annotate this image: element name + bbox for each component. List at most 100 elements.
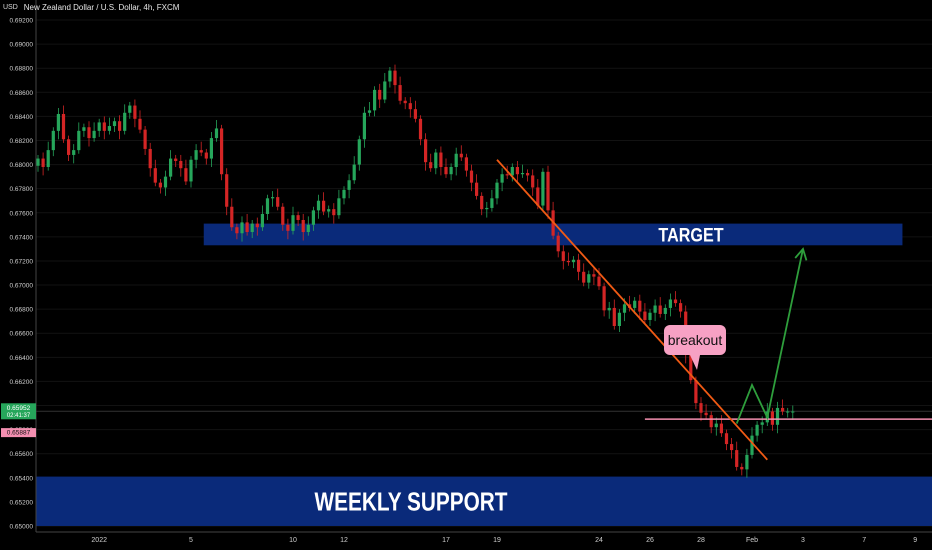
candle-body [663,307,667,314]
candle-body [434,152,438,169]
candle-body [82,127,86,131]
candle-body [398,85,402,101]
candle-body [36,158,40,166]
candle-body [745,454,749,470]
candle-body [444,166,448,175]
candle-body [322,200,326,212]
symbol-title[interactable]: New Zealand Dollar / U.S. Dollar, 4h, FX… [23,3,180,12]
price-tick-label: 0.66400 [10,355,34,362]
time-axis[interactable]: 2022510121719242628Feb37914 [36,531,932,544]
time-tick-label: 10 [289,537,297,544]
candle-body [138,118,142,130]
candle-body [67,139,71,155]
candle-body [495,182,499,199]
candle-body [148,148,152,169]
time-tick-label: 24 [595,537,603,544]
candle-body [265,198,270,214]
time-tick-label: Feb [746,537,758,544]
weekly-support-label: WEEKLY SUPPORT [315,487,508,516]
candle-body [704,412,708,416]
candle-body [158,182,162,188]
candle-body [388,70,392,82]
candle-body [352,164,356,181]
candle-body [184,168,188,182]
candle-body [112,121,117,127]
candle-body [791,411,795,413]
candle-body [271,197,275,199]
candle-body [204,152,208,159]
candle-body [118,121,122,131]
candle-body [607,307,611,311]
price-tick-label: 0.67400 [10,234,34,241]
price-tick-label: 0.68800 [10,66,34,73]
candle-body [679,303,683,312]
candle-body [694,380,698,404]
candle-body [546,171,550,211]
candle-body [189,159,193,182]
candle-body [41,158,45,167]
candle-body [77,130,81,151]
candle-body [439,152,443,167]
price-tick-label: 0.68200 [10,138,34,145]
candle-body [735,450,739,467]
candle-body [770,411,774,425]
candle-body [612,307,616,327]
candle-body [781,407,785,412]
candle-body [143,129,147,149]
candle-body [786,411,790,413]
downtrend-line [496,159,768,461]
price-axis[interactable]: 0.69200 0.69000 0.68800 0.68600 0.68400 0.682… [0,0,37,550]
candle-body [199,150,203,153]
candle-body [214,128,219,139]
candle-body [750,435,754,455]
candle-body [357,139,361,165]
candle-body [327,209,331,212]
candle-body [245,222,249,233]
bar-countdown: 02:41:37 [7,413,31,419]
time-tick-label: 5 [189,537,193,544]
candle-body [413,109,417,119]
candle-body [61,113,66,140]
chart-title-bar: USD New Zealand Dollar / U.S. Dollar, 4h… [3,3,179,12]
level-price-value: 0.65887 [7,430,31,437]
candle-body [515,166,519,175]
candle-body [480,195,484,210]
candle-body [169,158,173,177]
breakout-callout-text: breakout [668,332,723,348]
candle-body [51,130,55,151]
candle-body [230,206,234,228]
price-tick-label: 0.67200 [10,258,34,265]
candle-body [714,423,718,428]
candle-body [485,207,489,210]
candle-body [337,198,341,216]
candle-body [526,173,530,176]
annotation-labels: TARGET WEEKLY SUPPORT breakout [315,224,726,516]
candle-body [724,433,729,445]
candle-body [133,105,137,119]
price-tick-label: 0.68000 [10,162,34,169]
candle-body [648,312,652,320]
candle-body [301,219,305,233]
time-tick-label: 7 [862,537,866,544]
price-axis-bg [0,0,36,550]
time-tick-label: 12 [340,537,348,544]
candle-body [531,175,535,188]
candle-body [281,206,285,225]
candle-body [255,223,259,228]
candle-body [561,251,565,261]
candle-body [689,354,693,381]
price-tick-label: 0.65400 [10,475,34,482]
candle-body [760,422,764,425]
candle-body [755,424,759,436]
candle-body [311,210,315,225]
candle-body [153,168,157,183]
price-tick-label: 0.69200 [10,18,34,25]
time-tick-label: 3 [801,537,805,544]
candle-body [719,423,723,434]
candle-body [592,274,596,277]
candle-body [367,110,372,113]
candle-body [250,223,254,233]
candle-body [577,259,581,272]
